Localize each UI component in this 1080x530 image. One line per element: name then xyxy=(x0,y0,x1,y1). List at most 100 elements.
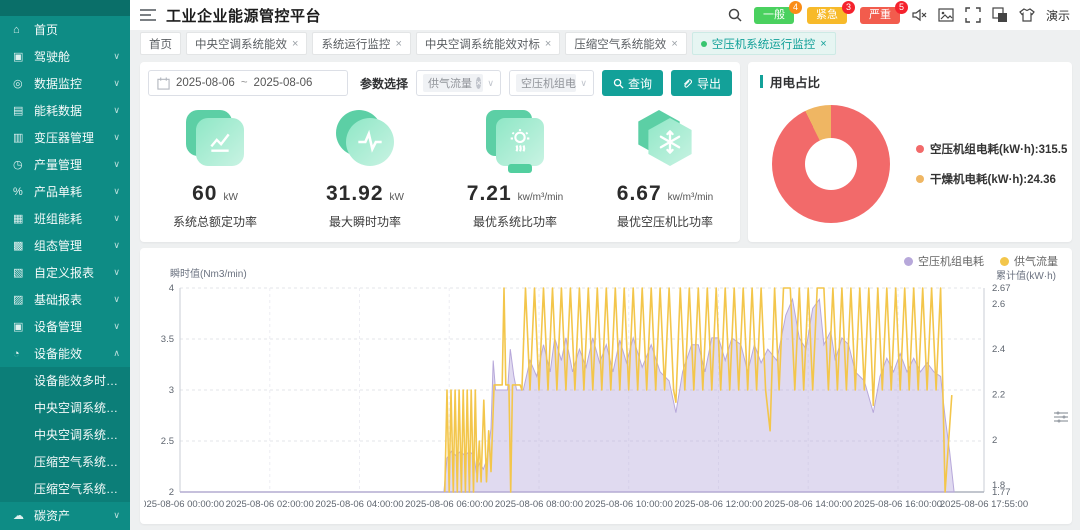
kpi-card-lamp: 7.21 kw/m³/min 最优系统比功率 xyxy=(440,106,590,230)
theme-layers-icon[interactable] xyxy=(992,7,1008,23)
sidebar-item-data-monitor[interactable]: ◎ 数据监控 ∨ xyxy=(0,70,130,97)
alarm-badge-紧急[interactable]: 紧急 3 xyxy=(806,0,855,24)
legend-dot xyxy=(904,256,913,266)
svg-text:2025-08-06 10:00:00: 2025-08-06 10:00:00 xyxy=(585,499,673,510)
sidebar-item-device-efficiency[interactable]: ◔ 设备能效 ∧ xyxy=(0,340,130,367)
sidebar-item-air-benchmark[interactable]: 压缩空气系统能效对标 xyxy=(0,475,130,502)
sidebar-item-label: 设备能效 xyxy=(34,347,83,361)
kpi-value: 7.21 xyxy=(466,182,512,205)
param-select-power[interactable]: 空压机组电耗 × ∨ xyxy=(509,70,594,96)
tab-close-icon[interactable]: × xyxy=(820,37,827,50)
collapse-menu-icon[interactable] xyxy=(140,8,156,22)
sidebar-item-custom-report[interactable]: ▧ 自定义报表 ∨ xyxy=(0,259,130,286)
date-start-value[interactable]: 2025-08-06 xyxy=(176,77,235,89)
kpi-unit: kW xyxy=(223,192,238,203)
query-button[interactable]: 查询 xyxy=(601,70,663,96)
date-range-picker[interactable]: 2025-08-06 ~ 2025-08-06 xyxy=(148,70,348,96)
tag-close-icon[interactable]: × xyxy=(476,77,482,89)
donut-legend-label: 干燥机电耗(kW·h):24.36 xyxy=(930,174,1056,186)
fullscreen-icon[interactable] xyxy=(965,7,981,23)
sidebar: ⌂ 首页 ▣ 驾驶舱 ∨ ◎ 数据监控 ∨ ▤ 能耗数据 ∨ ▥ 变压器管理 ∨ ◷ 产量管理 ∨ % 产品单耗 ∨ ▦… xyxy=(0,0,130,530)
search-icon[interactable] xyxy=(727,7,743,23)
tab-close-icon[interactable]: × xyxy=(292,37,299,50)
tab-空压机系统运行监控[interactable]: 空压机系统运行监控 × xyxy=(691,32,836,55)
electricity-share-donut-chart[interactable] xyxy=(772,105,890,223)
sidebar-item-transformer-mgmt[interactable]: ▥ 变压器管理 ∨ xyxy=(0,124,130,151)
tab-close-icon[interactable]: × xyxy=(544,37,552,50)
sidebar-item-output-mgmt[interactable]: ◷ 产量管理 ∨ xyxy=(0,151,130,178)
lamp-icon xyxy=(484,110,546,173)
kpi-label: 最优系统比功率 xyxy=(472,215,557,229)
timeseries-chart-plot[interactable]: 43.532.522.672.62.42.221.81.772025-08-06… xyxy=(144,280,1068,520)
donut-legend-item[interactable]: 干燥机电耗(kW·h):24.36 xyxy=(916,171,1067,187)
right-axis-name: 累计值(kW·h) xyxy=(996,271,1056,282)
mute-icon[interactable] xyxy=(911,7,927,23)
skin-icon[interactable] xyxy=(1019,7,1035,23)
date-end-value[interactable]: 2025-08-06 xyxy=(253,77,313,89)
tab-label: 首页 xyxy=(149,38,172,51)
kpi-card-trend-chart: 60 kW 系统总额定功率 xyxy=(140,106,290,230)
alarm-badge-严重[interactable]: 严重 5 xyxy=(859,0,908,24)
tab-label: 空压机系统运行监控 xyxy=(711,38,816,51)
sidebar-item-multi-period-compare[interactable]: 设备能效多时段对比 xyxy=(0,367,130,394)
alarm-badge-一般[interactable]: 一般 4 xyxy=(753,0,802,24)
param-select-flow[interactable]: 供气流量 × ∨ xyxy=(416,70,501,96)
tab-中央空调系统能效[interactable]: 中央空调系统能效 × xyxy=(186,32,308,55)
donut-legend-item[interactable]: 空压机组电耗(kW·h):315.5 xyxy=(916,141,1067,157)
left-axis-name: 瞬时值(Nm3/min) xyxy=(170,269,247,280)
chevron-down-icon: ∨ xyxy=(113,105,120,115)
sidebar-item-cockpit[interactable]: ▣ 驾驶舱 ∨ xyxy=(0,43,130,70)
svg-text:2025-08-06 12:00:00: 2025-08-06 12:00:00 xyxy=(674,499,762,510)
tab-close-icon[interactable]: × xyxy=(395,37,402,50)
sidebar-item-scada-mgmt[interactable]: ▩ 组态管理 ∨ xyxy=(0,232,130,259)
tab-中央空调系统能效对标[interactable]: 中央空调系统能效对标 × xyxy=(415,32,561,55)
legend-dot xyxy=(916,175,924,183)
tab-压缩空气系统能效[interactable]: 压缩空气系统能效 × xyxy=(565,32,687,55)
sidebar-item-team-energy[interactable]: ▦ 班组能耗 ∨ xyxy=(0,205,130,232)
chart-legend-item[interactable]: 空压机组电耗 xyxy=(904,253,984,269)
svg-text:2025-08-06 17:55:00: 2025-08-06 17:55:00 xyxy=(940,499,1028,510)
sidebar-item-label: 压缩空气系统能效 xyxy=(34,455,120,469)
sidebar-item-label: 中央空调系统能效对标 xyxy=(34,428,120,442)
kpi-filter-panel: 2025-08-06 ~ 2025-08-06 参数选择 供气流量 × ∨ 空压… xyxy=(140,62,740,242)
sidebar-logo-strip xyxy=(0,0,130,16)
sidebar-item-hvac-benchmark[interactable]: 中央空调系统能效对标 xyxy=(0,421,130,448)
chart-legend-label: 供气流量 xyxy=(1014,256,1058,268)
snowflake-icon xyxy=(634,110,696,168)
calendar-icon xyxy=(157,76,170,90)
param-select-label: 参数选择 xyxy=(360,76,409,91)
device-icon: ▣ xyxy=(13,321,24,333)
tab-系统运行监控[interactable]: 系统运行监控 × xyxy=(312,32,411,55)
sidebar-item-home[interactable]: ⌂ 首页 xyxy=(0,16,130,43)
chart-settings-icon[interactable] xyxy=(1054,411,1068,423)
tab-首页[interactable]: 首页 xyxy=(140,32,181,55)
export-button[interactable]: 导出 xyxy=(671,70,733,96)
sidebar-item-device-mgmt[interactable]: ▣ 设备管理 ∨ xyxy=(0,313,130,340)
sidebar-item-air-efficiency[interactable]: 压缩空气系统能效 xyxy=(0,448,130,475)
sidebar-item-energy-data[interactable]: ▤ 能耗数据 ∨ xyxy=(0,97,130,124)
chevron-down-icon: ∨ xyxy=(113,51,120,61)
tab-label: 中央空调系统能效 xyxy=(195,38,287,51)
sidebar-item-unit-consumption[interactable]: % 产品单耗 ∨ xyxy=(0,178,130,205)
sidebar-item-label: 产品单耗 xyxy=(34,185,83,199)
chevron-down-icon: ∨ xyxy=(113,294,120,304)
monitor-icon: ▣ xyxy=(13,51,24,63)
demo-button[interactable]: 演示 xyxy=(1045,8,1070,23)
sidebar-item-label: 产量管理 xyxy=(34,158,83,172)
svg-text:2025-08-06 00:00:00: 2025-08-06 00:00:00 xyxy=(144,499,224,510)
chevron-down-icon: ∨ xyxy=(487,77,494,88)
electricity-share-panel: 用电占比 空压机组电耗(kW·h):315.5 干燥机电耗(kW·h):24.36 xyxy=(748,62,1072,242)
page-title: 工业企业能源管控平台 xyxy=(166,7,322,25)
sidebar-item-basic-report[interactable]: ▨ 基础报表 ∨ xyxy=(0,286,130,313)
screenshot-icon[interactable] xyxy=(938,7,954,23)
sidebar-item-hvac-efficiency[interactable]: 中央空调系统能效 xyxy=(0,394,130,421)
chart-legend-item[interactable]: 供气流量 xyxy=(1000,253,1058,269)
tab-close-icon[interactable]: × xyxy=(671,37,678,50)
tab-bar: 首页 中央空调系统能效 × 系统运行监控 × 中央空调系统能效对标 × 压缩空气系统能效 × 空压… xyxy=(130,30,1080,57)
svg-text:2025-08-06 06:00:00: 2025-08-06 06:00:00 xyxy=(405,499,493,510)
report-icon: ▧ xyxy=(13,267,24,279)
clock-icon: ◷ xyxy=(13,159,23,171)
chevron-down-icon: ∨ xyxy=(113,78,120,88)
sidebar-item-carbon-asset[interactable]: ☁ 碳资产 ∨ xyxy=(0,502,130,529)
chevron-up-icon: ∧ xyxy=(113,348,120,358)
